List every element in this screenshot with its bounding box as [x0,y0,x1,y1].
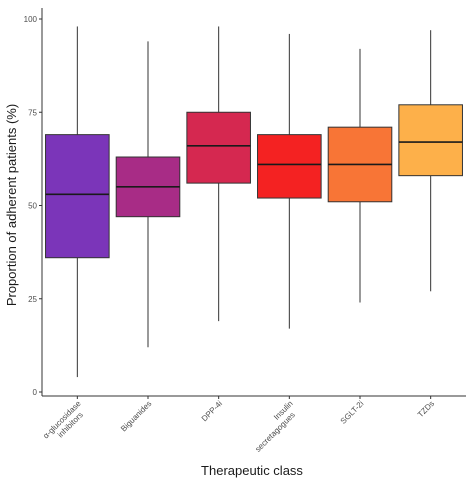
x-tick-label-line: DPP-4i [200,399,224,423]
y-tick-label: 25 [28,295,37,304]
x-tick-label: TZDs [416,399,436,419]
x-tick-label: Biguanides [119,399,153,433]
y-tick-label: 100 [24,15,38,24]
x-tick-label: α-glucosidaseinhibitors [41,399,90,448]
y-axis-title: Proportion of adherent patients (%) [4,104,19,306]
y-tick-label: 0 [33,388,38,397]
iqr-box [398,104,463,177]
iqr-box [257,134,322,199]
x-tick-label-line: SGLT-2i [339,399,366,426]
iqr-box [186,111,251,184]
x-tick-label-line: TZDs [416,399,436,419]
iqr-box [45,134,110,259]
x-tick-label: SGLT-2i [339,399,366,426]
x-tick-label: DPP-4i [200,399,224,423]
plot-area: 0 25 50 75 100 α-glucosidaseinhibitors Biguani… [24,8,466,454]
y-tick-label: 75 [28,108,37,117]
y-tick-label: 50 [28,202,37,211]
x-tick-label-line: Biguanides [119,399,153,433]
x-tick-label: Insulinsecretagogues [247,399,302,454]
x-axis-title: Therapeutic class [201,463,303,478]
